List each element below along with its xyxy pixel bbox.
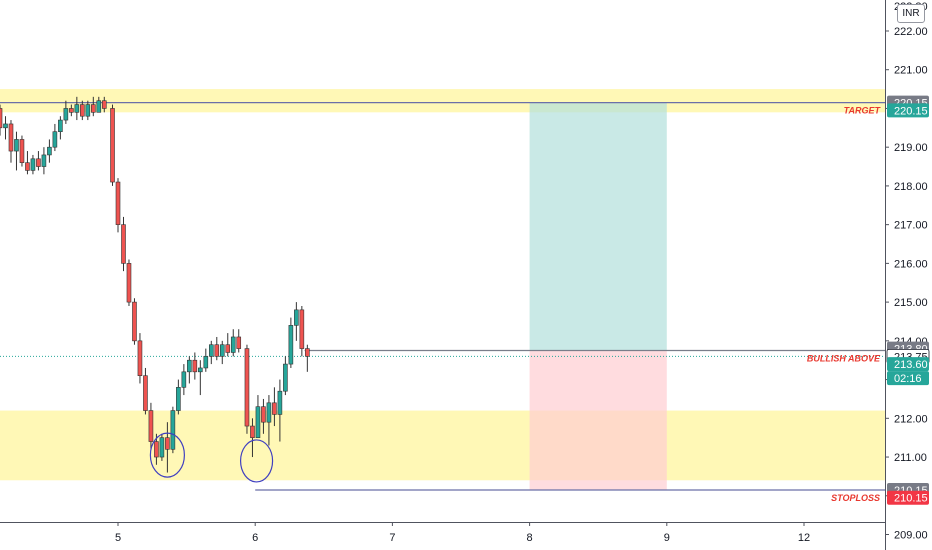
candle-body-39 bbox=[214, 344, 220, 357]
long-position-tool[interactable] bbox=[529, 102, 667, 490]
price-tick-label-11: 211.00 bbox=[894, 452, 927, 464]
candle-body-51 bbox=[283, 363, 288, 392]
candle-body-26 bbox=[143, 375, 148, 411]
candle-body-0 bbox=[0, 108, 3, 129]
time-tick-label-0: 5 bbox=[115, 532, 121, 544]
candle-body-23 bbox=[126, 263, 132, 303]
candle-body-55 bbox=[305, 348, 310, 357]
loss-zone[interactable] bbox=[529, 350, 667, 490]
time-tick-label-5: 12 bbox=[798, 532, 810, 544]
candle-body-35 bbox=[192, 359, 198, 373]
price-tick-label-0: 222.00 bbox=[894, 26, 928, 38]
candle-body-11 bbox=[58, 119, 63, 132]
price-tick-label-4: 218.00 bbox=[894, 181, 928, 193]
candle-body-36 bbox=[198, 367, 203, 373]
candle-body-50 bbox=[277, 390, 283, 415]
candle-body-33 bbox=[181, 371, 187, 388]
candle-body-5 bbox=[25, 162, 30, 171]
price-tick-label-1: 221.00 bbox=[894, 65, 928, 77]
price-tag-text-6: 210.15 bbox=[894, 493, 928, 505]
candle-body-28 bbox=[154, 441, 159, 458]
zone-rect-0 bbox=[0, 89, 885, 113]
profit-zone[interactable] bbox=[529, 102, 667, 351]
price-tick-label-6: 216.00 bbox=[894, 258, 928, 270]
candle-body-43 bbox=[236, 336, 242, 349]
candle-body-24 bbox=[132, 301, 137, 342]
candle-body-30 bbox=[165, 437, 170, 450]
price-tick-label-3: 219.00 bbox=[894, 142, 928, 154]
currency-badge[interactable]: INR bbox=[897, 4, 925, 23]
candles bbox=[0, 96, 310, 473]
candle-body-3 bbox=[14, 139, 19, 152]
candle-body-16 bbox=[85, 104, 91, 117]
candle-body-8 bbox=[41, 154, 47, 167]
time-tick-label-2: 7 bbox=[389, 532, 395, 544]
candle-body-17 bbox=[91, 104, 96, 113]
candle-body-14 bbox=[74, 104, 80, 113]
zone-layer bbox=[0, 89, 885, 481]
candle-body-6 bbox=[30, 158, 36, 171]
candle-body-52 bbox=[288, 325, 294, 365]
candle-body-31 bbox=[170, 410, 176, 450]
candle-body-49 bbox=[272, 402, 277, 415]
candle-body-32 bbox=[176, 387, 181, 411]
candle-body-1 bbox=[3, 123, 8, 129]
price-tick-label-7: 215.00 bbox=[894, 297, 928, 309]
highlight-circle-left bbox=[149, 432, 185, 478]
candle-body-15 bbox=[80, 104, 85, 117]
time-tick-label-4: 9 bbox=[664, 532, 670, 544]
candle-body-53 bbox=[294, 309, 299, 326]
price-tick-label-13: 209.00 bbox=[894, 530, 928, 542]
candle-body-20 bbox=[110, 108, 115, 183]
time-tick-label-3: 8 bbox=[527, 532, 533, 544]
price-tag-text-1: 220.15 bbox=[894, 105, 928, 117]
candle-body-41 bbox=[225, 344, 231, 353]
bullish-above-label: BULLISH ABOVE bbox=[807, 354, 881, 364]
price-tags: 220.15220.15213.80213.75213.60210.15210.… bbox=[886, 95, 930, 505]
highlight-circle-right bbox=[239, 439, 274, 483]
candle-body-12 bbox=[63, 108, 69, 121]
candle-body-18 bbox=[96, 100, 102, 113]
candle-body-25 bbox=[137, 340, 143, 377]
target-label: TARGET bbox=[844, 106, 882, 116]
candle-body-21 bbox=[115, 181, 121, 225]
countdown-tag-text: 02:16 bbox=[894, 373, 922, 385]
candle-body-37 bbox=[203, 356, 209, 369]
candle-body-4 bbox=[19, 139, 25, 163]
candle-body-10 bbox=[52, 131, 58, 148]
candle-body-38 bbox=[208, 344, 214, 357]
candle-body-42 bbox=[230, 336, 236, 353]
countdown-tag-bg bbox=[887, 371, 929, 386]
price-tag-bg-4 bbox=[887, 357, 929, 372]
candle-body-34 bbox=[187, 359, 192, 373]
price-tag-bg-6 bbox=[887, 490, 929, 505]
candle-body-19 bbox=[101, 100, 107, 109]
candle-body-9 bbox=[47, 146, 52, 156]
candle-body-2 bbox=[8, 123, 14, 152]
price-tick-label-10: 212.00 bbox=[894, 413, 928, 425]
level-lines[interactable] bbox=[0, 102, 885, 491]
price-tag-bg-1 bbox=[887, 103, 929, 118]
candle-body-27 bbox=[148, 410, 154, 442]
highlight-circles bbox=[149, 432, 274, 483]
candle-body-40 bbox=[219, 344, 225, 357]
zone-rect-1 bbox=[0, 410, 885, 481]
candle-body-29 bbox=[159, 437, 165, 458]
candle-body-48 bbox=[266, 402, 272, 423]
time-tick-label-1: 6 bbox=[252, 532, 258, 544]
price-tick-label-5: 217.00 bbox=[894, 220, 928, 232]
candle-body-46 bbox=[255, 406, 261, 438]
candle-body-44 bbox=[244, 348, 250, 427]
candle-body-47 bbox=[261, 406, 266, 423]
candle-body-45 bbox=[250, 425, 255, 438]
candle-body-22 bbox=[121, 224, 126, 264]
candle-body-54 bbox=[299, 309, 305, 349]
stoploss-label: STOPLOSS bbox=[831, 493, 880, 503]
price-tag-text-4: 213.60 bbox=[894, 359, 928, 371]
level-labels: TARGET BULLISH ABOVE STOPLOSS bbox=[807, 106, 882, 503]
candle-body-7 bbox=[36, 158, 41, 167]
candle-body-13 bbox=[69, 108, 74, 113]
